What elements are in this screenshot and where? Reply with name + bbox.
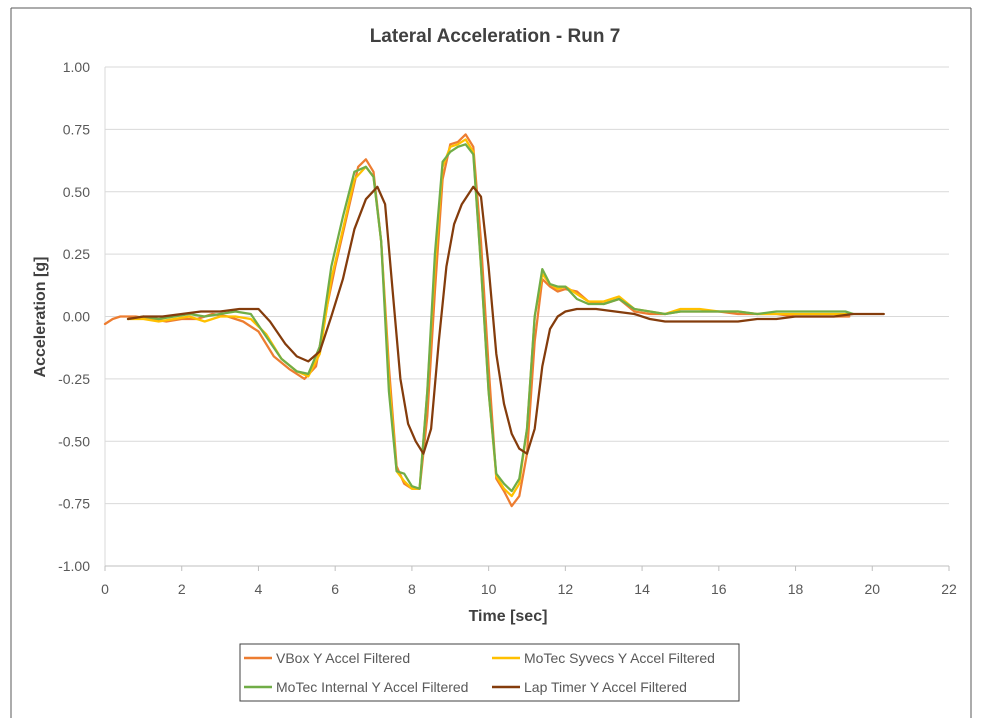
y-tick-label: 0.00 [63,309,90,325]
legend: VBox Y Accel Filtered MoTec Syvecs Y Acce… [239,643,740,702]
x-tick-label: 4 [255,581,263,597]
legend-box [239,643,740,702]
x-tick-label: 22 [941,581,957,597]
x-tick-label: 10 [481,581,497,597]
y-tick-label: 0.75 [63,121,90,137]
y-tick-label: 1.00 [63,59,90,75]
series-line-0 [103,133,851,508]
y-axis-label: Acceleration [g] [32,257,49,378]
y-tick-label: -0.25 [58,371,90,387]
series-line-3 [126,185,885,455]
x-tick-label: 12 [558,581,574,597]
y-tick-label: -0.75 [58,496,90,512]
plot-area [103,133,885,508]
y-tick-labels: 1.00 0.75 0.50 0.25 0.00 -0.25 -0.50 -0.75 -1.00 [58,59,90,574]
x-tick-label: 18 [788,581,804,597]
x-tick-label: 20 [864,581,880,597]
x-axis-label: Time [sec] [469,608,548,625]
chart-title: Lateral Acceleration - Run 7 [370,26,621,47]
x-tick-label: 2 [178,581,186,597]
x-tick-label: 0 [101,581,109,597]
x-tick-label: 6 [331,581,339,597]
x-tick-labels: 0 2 4 6 8 10 12 14 16 18 20 22 [101,566,957,597]
y-tick-label: -1.00 [58,558,90,574]
legend-label-0: VBox Y Accel Filtered [276,650,410,666]
x-tick-label: 16 [711,581,727,597]
y-tick-label: 0.50 [63,184,90,200]
legend-label-2: MoTec Internal Y Accel Filtered [276,679,468,695]
y-tick-label: 0.25 [63,246,90,262]
x-tick-label: 8 [408,581,416,597]
legend-label-3: Lap Timer Y Accel Filtered [524,679,687,695]
legend-label-1: MoTec Syvecs Y Accel Filtered [524,650,715,666]
series-line-2 [126,143,855,493]
y-tick-label: -0.50 [58,433,90,449]
x-tick-label: 14 [634,581,650,597]
